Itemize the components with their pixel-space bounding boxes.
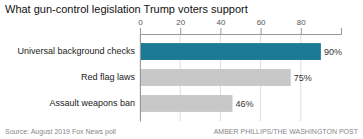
plot: 0 20 40 60 80 Universal background checks Red … xyxy=(17,18,341,122)
x-tick-label: 20 xyxy=(176,18,185,27)
data-labels: 90% 75% 46% xyxy=(235,47,341,109)
annotation: Source: August 2019 Fox News poll xyxy=(5,128,116,136)
bars xyxy=(140,43,321,112)
title: What gun-control legislation Trump voter… xyxy=(5,3,248,15)
bar xyxy=(140,95,232,112)
x-tick-mark xyxy=(180,28,181,34)
bar xyxy=(140,69,291,86)
x-tick: 40 xyxy=(216,18,225,34)
x-tick-label: 40 xyxy=(216,18,225,27)
data-label: 90% xyxy=(324,47,342,57)
y-axis: Universal background checks Red flag laws… xyxy=(17,35,140,122)
y-tick: Universal background checks xyxy=(17,46,140,56)
x-tick-mark xyxy=(301,28,302,34)
y-tick-label: Red flag laws xyxy=(81,72,136,82)
x-tick: 0 xyxy=(138,18,143,34)
grid-line xyxy=(140,34,141,121)
x-tick: 60 xyxy=(257,18,266,34)
y-tick: Red flag laws xyxy=(81,72,140,82)
y-tick-label: Assault weapons ban xyxy=(49,98,135,108)
data-label: 75% xyxy=(294,73,312,83)
data-label: 46% xyxy=(235,99,253,109)
x-tick: 80 xyxy=(297,18,306,34)
annotation: AMBER PHILLIPS/THE WASHINGTON POST xyxy=(214,128,359,135)
y-axis-line xyxy=(140,35,141,122)
x-tick-label: 60 xyxy=(257,18,266,27)
x-tick-mark xyxy=(220,28,221,34)
y-tick: Assault weapons ban xyxy=(49,98,140,108)
x-axis: 0 20 40 60 80 xyxy=(138,18,341,35)
bar xyxy=(140,43,321,60)
x-axis-line xyxy=(141,28,342,35)
x-tick-label: 0 xyxy=(138,18,143,27)
x-tick-mark xyxy=(140,28,141,34)
x-tick: 20 xyxy=(176,18,185,34)
x-tick-label: 80 xyxy=(297,18,306,27)
x-tick-mark xyxy=(261,28,262,34)
chart: What gun-control legislation Trump voter… xyxy=(0,0,363,139)
y-tick-label: Universal background checks xyxy=(17,46,135,56)
